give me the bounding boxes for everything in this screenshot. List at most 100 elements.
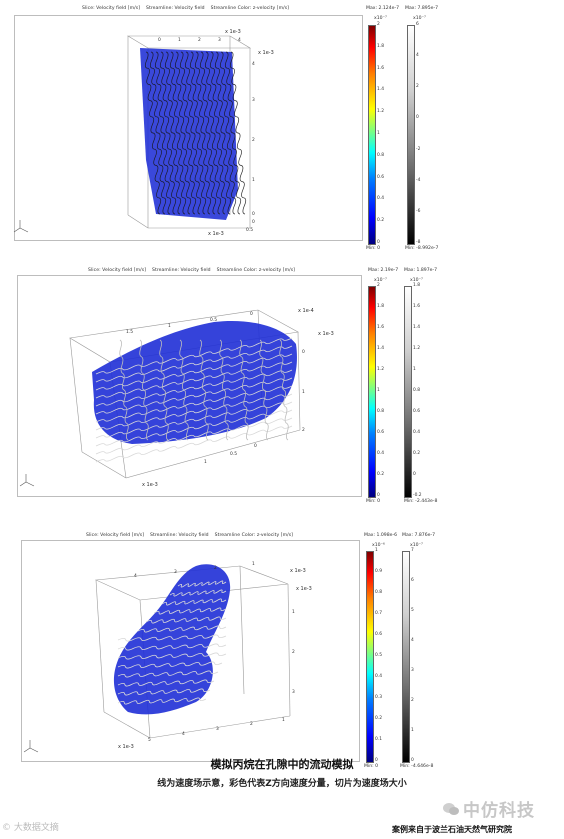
streamline: [169, 589, 227, 597]
streamline: [117, 643, 227, 651]
tick-3-bottom-2: 3: [216, 727, 219, 732]
colorbar-tick: 3: [411, 668, 414, 673]
axis-label-2b: x 1e-3: [318, 331, 334, 337]
colorbar-tick: -6: [416, 208, 421, 214]
axis-label-2a: x 1e-4: [298, 308, 314, 314]
streamline: [119, 339, 129, 441]
tick-1-bottom-1: 0.5: [246, 228, 253, 233]
plot-header-2: Slice: Velocity field [m/s] Streamline: V…: [88, 268, 296, 273]
plot-header-1: Slice: Velocity field [m/s] Streamline: V…: [82, 6, 290, 11]
streamline: [95, 401, 293, 439]
streamline: [159, 51, 177, 215]
streamline: [179, 339, 189, 441]
colorbar-tick: 0: [411, 758, 414, 763]
scene-3: [23, 564, 291, 753]
colorbar-tick: -2: [416, 146, 421, 152]
colorbar-tick: 1.4: [377, 87, 384, 93]
tick-2-top-0: 1.5: [126, 330, 133, 335]
tick-1-top-2: 2: [198, 38, 201, 43]
colorbar-tick: 0: [377, 493, 380, 498]
streamline: [164, 51, 182, 215]
streamline: [95, 377, 293, 415]
colorbar-tick: 0.8: [377, 152, 384, 158]
tick-3-top-1: 3: [174, 570, 177, 575]
colorbar-tick: 1.8: [377, 304, 384, 309]
colorbar-tick: 0.7: [375, 611, 382, 616]
streamline: [144, 51, 162, 215]
watermark-brand: 中仿科技: [443, 796, 535, 821]
streamline: [154, 51, 172, 215]
wechat-icon: [443, 802, 459, 815]
streamline: [139, 339, 149, 441]
streamline: [95, 385, 293, 423]
colorbar-tick: 0.4: [377, 196, 384, 202]
colorbar-tick: 0.4: [377, 451, 384, 456]
tick-2-right-1: 1: [302, 390, 305, 395]
scene-2: [19, 309, 301, 487]
streamline: [95, 417, 293, 455]
colorbar-tick: 0.2: [377, 218, 384, 224]
streamline: [214, 51, 232, 215]
plot-header-3: Slice: Velocity field [m/s] Streamline: V…: [86, 533, 294, 538]
colorbar-z-1: [407, 25, 415, 245]
streamline: [189, 51, 207, 215]
tick-2-top-3: 0: [250, 312, 253, 317]
colorbar-z-3-max: Max: 7.876e-7: [402, 533, 436, 538]
streamline: [145, 616, 227, 624]
tick-2-right-0: 0: [302, 350, 305, 355]
figure-caption-title: 模拟丙烷在孔隙中的流动模拟: [210, 758, 354, 771]
axis-label-3a: x 1e-3: [290, 568, 306, 574]
colorbar-tick: 0.2: [413, 451, 420, 456]
tick-3-top-3: 1: [252, 562, 255, 567]
colorbar-tick: 0.6: [375, 632, 382, 637]
colorbar-velocity-2-max: Max: 2.19e-7: [368, 268, 399, 273]
colorbar-velocity-2: [368, 286, 376, 498]
axis-label-1a: x 1e-3: [225, 29, 241, 35]
streamline: [161, 598, 227, 606]
tick-1-right-3: 1: [252, 178, 255, 183]
colorbar-z-3-exp: x10⁻⁷: [410, 543, 423, 548]
colorbar-tick: 1.4: [377, 346, 384, 351]
panel-2: Slice: Velocity field [m/s] Streamline: V…: [17, 268, 438, 504]
tick-3-top-0: 4: [134, 574, 137, 579]
colorbar-tick: 0.4: [413, 430, 420, 435]
colorbar-z-1-max: Max: 7.895e-7: [405, 6, 439, 11]
colorbar-z-2-max: Max: 1.897e-7: [404, 268, 438, 273]
streamline: [95, 337, 293, 375]
tick-3-right-2: 3: [292, 690, 295, 695]
colorbar-z-3-min: Min: -4.646e-8: [400, 764, 434, 769]
colorbar-tick: 2: [377, 22, 380, 27]
tick-2-top-2: 0.5: [210, 318, 217, 323]
tick-2-right-2: 2: [302, 428, 305, 433]
colorbar-tick: 0.2: [375, 716, 382, 721]
colorbar-velocity-3-exp: x10⁻⁶: [372, 543, 385, 548]
tick-3-bottom-0: 5: [148, 738, 151, 743]
streamline: [95, 409, 293, 447]
tick-1-right-4: 0: [252, 212, 255, 217]
streamline: [179, 51, 197, 215]
streamline: [95, 425, 293, 463]
tick-1-right-0: 4: [252, 62, 255, 67]
tick-3-top-2: 2: [214, 566, 217, 571]
colorbar-tick: 1.8: [377, 43, 384, 49]
colorbar-tick: 0.6: [377, 174, 384, 180]
tick-3-right-0: 1: [292, 610, 295, 615]
streamline: [174, 51, 192, 215]
colorbar-z-2-min: Min: -2.443e-8: [404, 499, 438, 504]
colorbar-tick: 0.8: [413, 388, 420, 393]
colorbar-tick: -4: [416, 177, 421, 183]
tick-2-bottom-2: 1: [204, 460, 207, 465]
colorbar-tick: 1.2: [377, 109, 384, 115]
watermark-left: © 大数据文摘: [2, 823, 59, 833]
tick-1-top-1: 1: [178, 38, 181, 43]
colorbar-tick: 1: [377, 131, 380, 136]
colorbar-tick: 6: [416, 22, 419, 27]
colorbar-velocity-2-exp: x10⁻⁷: [374, 278, 387, 283]
watermark-brand-text: 中仿科技: [463, 801, 535, 821]
colorbar-tick: 1: [413, 367, 416, 372]
colorbar-z-3: [402, 551, 410, 763]
colorbar-tick: 1.6: [413, 304, 420, 309]
tick-1-top-3: 3: [218, 38, 221, 43]
colorbar-tick: 1.2: [377, 367, 384, 372]
tick-3-right-1: 2: [292, 650, 295, 655]
